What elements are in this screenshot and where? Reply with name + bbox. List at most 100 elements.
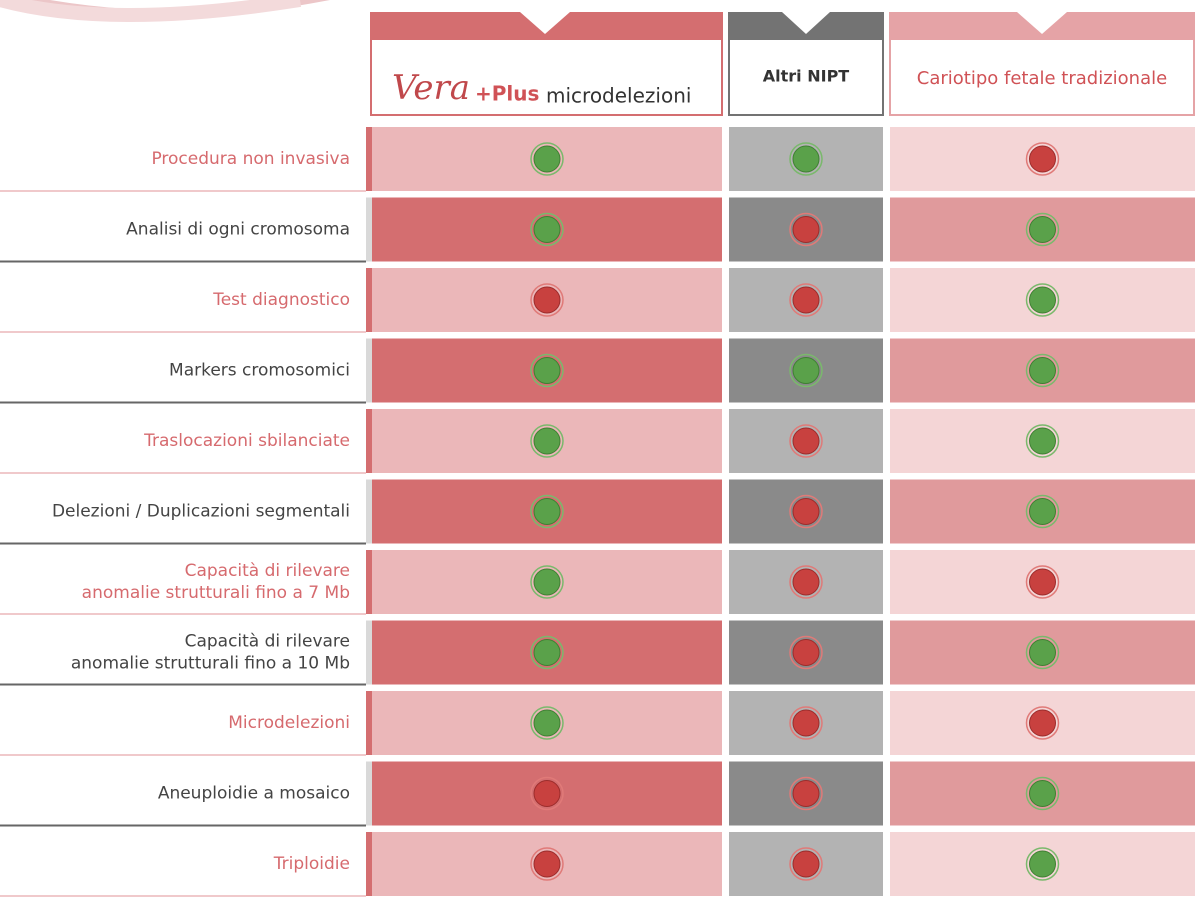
status-dot: [533, 357, 561, 384]
row-label: Test diagnostico: [212, 290, 350, 310]
status-dot: [792, 427, 820, 455]
row-underline: [0, 754, 366, 756]
status-dot: [1029, 780, 1056, 807]
status-ring: [530, 212, 564, 247]
row-underline: [0, 683, 366, 686]
row-label: anomalie strutturali fino a 10 Mb: [71, 654, 350, 674]
status-ring: [530, 494, 564, 529]
status-ring: [1025, 635, 1060, 670]
row-accent: [366, 338, 372, 403]
status-ring: [789, 212, 823, 247]
row-label: Analisi di ogni cromosoma: [126, 220, 350, 240]
status-dot: [1029, 568, 1056, 596]
status-dot: [533, 639, 561, 666]
notch: [1017, 12, 1067, 34]
status-ring: [1025, 142, 1060, 176]
status-dot: [533, 498, 561, 525]
status-dot: [533, 568, 561, 596]
status-ring: [530, 565, 564, 599]
status-ring: [789, 565, 823, 599]
row-label: Delezioni / Duplicazioni segmentali: [52, 502, 350, 522]
status-dot: [533, 216, 561, 243]
status-dot: [792, 145, 820, 173]
row-label: Triploidie: [273, 854, 350, 874]
status-dot: [533, 427, 561, 455]
row-label: Markers cromosomici: [169, 361, 350, 381]
status-ring: [530, 706, 564, 740]
row-underline: [0, 824, 366, 827]
status-ring: [1025, 847, 1060, 881]
status-ring: [1025, 353, 1060, 388]
row-underline: [0, 542, 366, 545]
status-dot: [1029, 357, 1056, 384]
row-label: anomalie strutturali fino a 7 Mb: [82, 583, 350, 603]
status-dot: [533, 286, 561, 314]
status-dot: [792, 286, 820, 314]
header-box: [728, 38, 884, 116]
row-accent: [366, 127, 372, 191]
status-ring: [530, 847, 564, 881]
product-name: microdelezioni: [546, 84, 691, 108]
status-dot: [1029, 850, 1056, 878]
brand-logo: Vera: [392, 68, 470, 108]
row-label: Capacità di rilevare: [185, 632, 350, 652]
status-dot: [792, 639, 820, 666]
row-accent: [366, 479, 372, 544]
notch: [520, 12, 570, 34]
status-dot: [792, 850, 820, 878]
status-ring: [789, 494, 823, 529]
status-dot: [792, 216, 820, 243]
status-ring: [789, 776, 823, 811]
row-accent: [366, 409, 372, 473]
status-ring: [789, 142, 823, 176]
status-ring: [530, 142, 564, 176]
status-ring: [789, 635, 823, 670]
header-box: [370, 38, 723, 116]
brand-plus: +Plus: [475, 82, 539, 106]
header-box: [889, 38, 1195, 116]
column-header: Cariotipo fetale tradizionale: [917, 68, 1167, 89]
status-ring: [1025, 212, 1060, 247]
row-accent: [366, 691, 372, 755]
status-dot: [1029, 639, 1056, 666]
notch: [782, 12, 830, 34]
row-underline: [0, 190, 366, 192]
row-accent: [366, 620, 372, 685]
status-ring: [530, 776, 564, 811]
status-dot: [533, 780, 561, 807]
status-dot: [1029, 145, 1056, 173]
status-dot: [533, 709, 561, 737]
status-ring: [530, 424, 564, 458]
row-underline: [0, 260, 366, 263]
status-ring: [789, 424, 823, 458]
row-underline: [0, 401, 366, 404]
status-dot: [792, 709, 820, 737]
status-ring: [1025, 776, 1060, 811]
row-accent: [366, 268, 372, 332]
row-label: Capacità di rilevare: [185, 561, 350, 581]
status-dot: [792, 357, 820, 384]
status-dot: [792, 568, 820, 596]
status-ring: [789, 353, 823, 388]
row-underline: [0, 613, 366, 615]
row-accent: [366, 197, 372, 262]
status-ring: [789, 847, 823, 881]
status-ring: [1025, 494, 1060, 529]
status-dot: [792, 498, 820, 525]
row-accent: [366, 550, 372, 614]
status-ring: [789, 706, 823, 740]
row-label: Traslocazioni sbilanciate: [143, 431, 350, 451]
status-ring: [530, 283, 564, 317]
status-ring: [789, 283, 823, 317]
decor-arc: [0, 0, 302, 22]
status-ring: [1025, 706, 1060, 740]
column-header: Altri NIPT: [763, 67, 850, 86]
status-dot: [533, 145, 561, 173]
row-accent: [366, 761, 372, 826]
row-label: Aneuploidie a mosaico: [158, 784, 350, 804]
status-dot: [1029, 498, 1056, 525]
status-dot: [1029, 286, 1056, 314]
row-label: Procedura non invasiva: [151, 149, 350, 169]
row-label: Microdelezioni: [228, 713, 350, 733]
row-accent: [366, 832, 372, 896]
